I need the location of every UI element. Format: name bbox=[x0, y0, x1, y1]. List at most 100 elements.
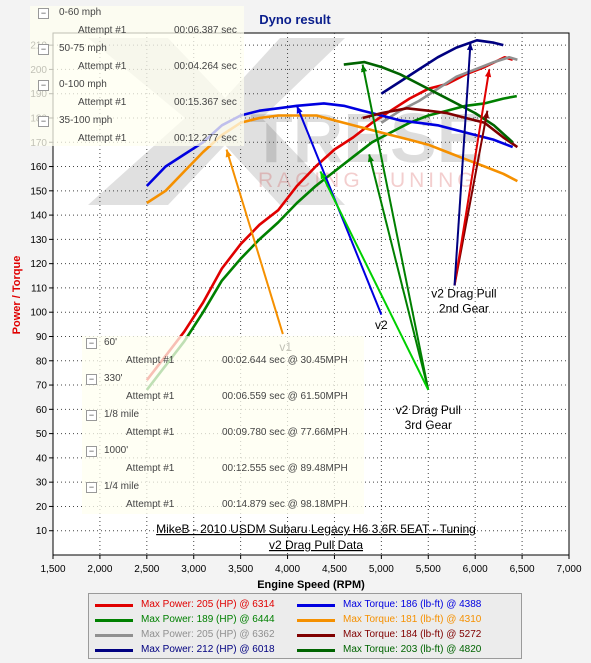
y-tick-label: 30 bbox=[36, 478, 48, 489]
drag-group-label[interactable]: 1/8 mile bbox=[104, 409, 140, 420]
expand-toggle-icon[interactable]: − bbox=[86, 410, 97, 421]
series-line-1 bbox=[145, 94, 518, 391]
series-line-3 bbox=[380, 39, 504, 95]
annotation-arrowhead-6 bbox=[466, 42, 474, 51]
expand-toggle-icon[interactable]: − bbox=[86, 446, 97, 457]
x-axis-label: Engine Speed (RPM) bbox=[257, 579, 365, 591]
y-tick-label: 20 bbox=[36, 502, 48, 513]
y-tick-label: 60 bbox=[36, 405, 48, 416]
accel-attempt-label[interactable]: Attempt #1 bbox=[78, 133, 127, 144]
legend: Max Power: 205 (HP) @ 6314 Max Power: 189… bbox=[88, 593, 522, 659]
x-tick-label: 2,000 bbox=[87, 564, 112, 575]
drag-attempt-label[interactable]: Attempt #1 bbox=[126, 391, 175, 402]
legend-entry: Max Power: 212 (HP) @ 6018 bbox=[141, 644, 275, 655]
y-tick-label: 120 bbox=[30, 259, 47, 270]
expand-toggle-icon[interactable]: − bbox=[86, 482, 97, 493]
annotation-arrowhead-4 bbox=[320, 171, 327, 180]
y-tick-label: 100 bbox=[30, 308, 47, 319]
legend-swatch bbox=[95, 604, 133, 607]
y-tick-label: 140 bbox=[30, 211, 47, 222]
x-tick-label: 4,000 bbox=[275, 564, 300, 575]
drag-attempt-time: 00:06.559 sec @ 61.50MPH bbox=[222, 391, 348, 402]
legend-swatch bbox=[95, 649, 133, 652]
annotation-label-3: v2 Drag Pull bbox=[431, 287, 496, 301]
series-line-7 bbox=[343, 60, 514, 144]
chart-title: Dyno result bbox=[259, 12, 331, 27]
y-tick-label: 10 bbox=[36, 526, 48, 537]
legend-entry: Max Power: 205 (HP) @ 6362 bbox=[141, 629, 275, 640]
legend-entry: Max Torque: 184 (lb-ft) @ 5272 bbox=[343, 629, 482, 640]
legend-entry: Max Power: 205 (HP) @ 6314 bbox=[141, 599, 275, 610]
watermark-subtext: RACING TUNING bbox=[258, 169, 478, 192]
legend-swatch bbox=[297, 649, 335, 652]
annotation-arrowhead-1 bbox=[296, 105, 303, 114]
accel-group-label[interactable]: 35-100 mph bbox=[59, 115, 113, 126]
x-tick-label: 6,500 bbox=[510, 564, 535, 575]
accel-attempt-time: 00:04.264 sec bbox=[174, 61, 237, 72]
annotation-arrowhead-0 bbox=[225, 149, 232, 158]
accel-attempt-label[interactable]: Attempt #1 bbox=[78, 61, 127, 72]
series-line-5 bbox=[146, 114, 518, 205]
legend-entry: Max Torque: 203 (lb-ft) @ 4820 bbox=[343, 644, 482, 655]
series-line-0 bbox=[145, 56, 514, 381]
accel-attempt-label[interactable]: Attempt #1 bbox=[78, 25, 127, 36]
expand-toggle-icon[interactable]: − bbox=[38, 80, 49, 91]
x-tick-label: 5,500 bbox=[416, 564, 441, 575]
drag-group-label[interactable]: 60' bbox=[104, 337, 118, 348]
accel-attempt-time: 00:12.277 sec bbox=[174, 133, 237, 144]
y-tick-label: 130 bbox=[30, 235, 47, 246]
expand-toggle-icon[interactable]: − bbox=[38, 116, 49, 127]
annotation-label-1: v2 bbox=[375, 318, 388, 332]
drag-attempt-label[interactable]: Attempt #1 bbox=[126, 463, 175, 474]
expand-toggle-icon[interactable]: − bbox=[86, 374, 97, 385]
accel-group-label[interactable]: 50-75 mph bbox=[59, 43, 107, 54]
annotation-line-6 bbox=[453, 42, 472, 286]
legend-entry: Max Torque: 186 (lb-ft) @ 4388 bbox=[343, 599, 482, 610]
accel-attempt-label[interactable]: Attempt #1 bbox=[78, 97, 127, 108]
annotation-arrowhead-5 bbox=[485, 69, 492, 78]
accel-attempt-time: 00:15.367 sec bbox=[174, 97, 237, 108]
x-tick-label: 5,000 bbox=[369, 564, 394, 575]
x-tick-label: 2,500 bbox=[134, 564, 159, 575]
x-tick-label: 3,000 bbox=[181, 564, 206, 575]
accel-group-label[interactable]: 0-100 mph bbox=[59, 79, 107, 90]
expand-toggle-icon[interactable]: − bbox=[38, 8, 49, 19]
series-line-6 bbox=[362, 107, 519, 149]
y-tick-label: 40 bbox=[36, 453, 48, 464]
legend-entry: Max Power: 189 (HP) @ 6444 bbox=[141, 614, 275, 625]
drag-group-label[interactable]: 1/4 mile bbox=[104, 481, 140, 492]
y-tick-label: 80 bbox=[36, 356, 48, 367]
series-group bbox=[145, 39, 519, 391]
drag-group-label[interactable]: 330' bbox=[104, 373, 123, 384]
annotation-label-2: 3rd Gear bbox=[405, 418, 452, 432]
drag-group-label[interactable]: 1000' bbox=[104, 445, 129, 456]
drag-attempt-label[interactable]: Attempt #1 bbox=[126, 499, 175, 510]
legend-swatch bbox=[95, 634, 133, 637]
annotation-line-2 bbox=[368, 154, 430, 391]
annotation-line-4 bbox=[319, 170, 430, 391]
annotation-label-3: 2nd Gear bbox=[439, 302, 489, 316]
y-tick-label: 90 bbox=[36, 332, 48, 343]
y-tick-label: 110 bbox=[31, 283, 47, 294]
drag-attempt-time: 00:12.555 sec @ 89.48MPH bbox=[222, 463, 348, 474]
legend-swatch bbox=[95, 619, 133, 622]
expand-toggle-icon[interactable]: − bbox=[38, 44, 49, 55]
y-tick-label: 160 bbox=[30, 162, 47, 173]
drag-attempt-label[interactable]: Attempt #1 bbox=[126, 427, 175, 438]
accel-attempt-time: 00:06.387 sec bbox=[174, 25, 237, 36]
x-tick-label: 6,000 bbox=[463, 564, 488, 575]
legend-swatch bbox=[297, 634, 335, 637]
expand-toggle-icon[interactable]: − bbox=[86, 338, 97, 349]
legend-swatch bbox=[297, 619, 335, 622]
drag-attempt-time: 00:02.644 sec @ 30.45MPH bbox=[222, 355, 348, 366]
drag-attempt-label[interactable]: Attempt #1 bbox=[126, 355, 175, 366]
accel-group-label[interactable]: 0-60 mph bbox=[59, 7, 102, 18]
accel-tree-background bbox=[30, 6, 244, 146]
annotation-label-2: v2 Drag Pull bbox=[396, 403, 461, 417]
chart-subtitle: MikeB - 2010 USDM Subaru Legacy H6 3.6R … bbox=[156, 522, 476, 536]
annotation-arrowhead-2 bbox=[367, 154, 374, 163]
legend-entry: Max Torque: 181 (lb-ft) @ 4310 bbox=[343, 614, 482, 625]
y-tick-label: 150 bbox=[30, 186, 47, 197]
annotation-line-5 bbox=[453, 69, 491, 286]
